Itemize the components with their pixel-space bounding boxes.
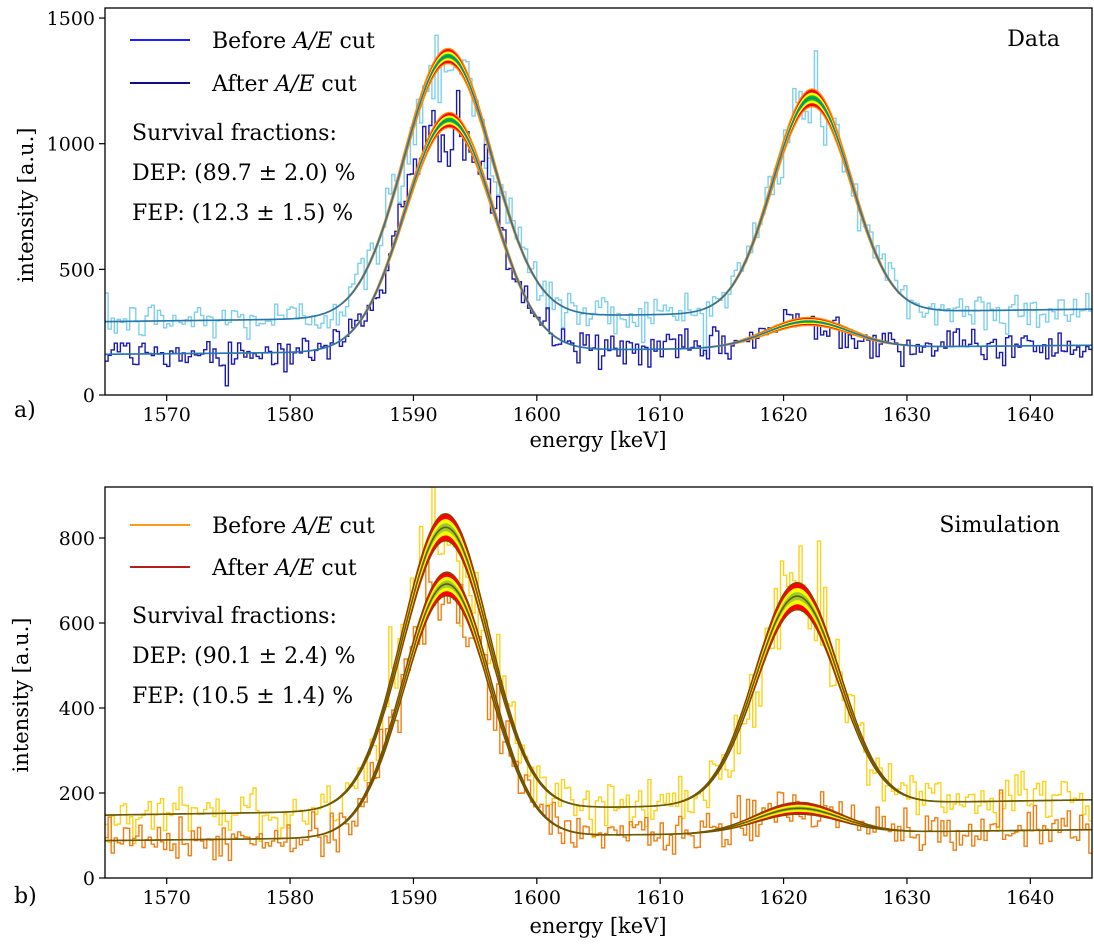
fit-curve-b-after — [105, 583, 1092, 842]
fit-edge-lower-a-before — [105, 62, 1092, 323]
fit-band-inner-a-after — [105, 117, 1092, 355]
annotation-b-fep: FEP: (10.5 ± 1.4) % — [132, 684, 353, 709]
xtick-label: 1640 — [1006, 404, 1054, 426]
ytick-label: 0 — [83, 868, 95, 890]
panel-a-ylabel: intensity [a.u.] — [14, 128, 38, 283]
fit-edge-lower-b-before — [105, 540, 1092, 816]
xtick-label: 1590 — [389, 404, 437, 426]
ytick-label: 200 — [59, 783, 95, 805]
panel-a-xlabel: energy [keV] — [529, 428, 666, 452]
panel-b-letter: b) — [14, 884, 37, 909]
xtick-label: 1610 — [636, 404, 684, 426]
annotation-b-dep: DEP: (90.1 ± 2.4) % — [132, 644, 356, 669]
histogram-a-before — [105, 34, 1092, 355]
panel-b-annotation: Survival fractions: DEP: (90.1 ± 2.4) % … — [132, 604, 356, 709]
panel-b-axes-frame — [104, 486, 1093, 879]
annotation-a-title: Survival fractions: — [132, 121, 337, 146]
histogram-b-after — [105, 561, 1092, 861]
fit-band-outer-a-after — [105, 112, 1092, 355]
annotation-a-fep: FEP: (12.3 ± 1.5) % — [132, 201, 353, 226]
xtick-label: 1620 — [759, 404, 807, 426]
xtick-label: 1610 — [636, 887, 684, 909]
panel-a-legend: Before A/E cut After A/E cut — [130, 29, 375, 97]
legend-b-after-label: After A/E cut — [211, 556, 357, 581]
ytick-label: 1000 — [47, 134, 95, 156]
panel-b-ylabel: intensity [a.u.] — [9, 618, 33, 773]
xtick-label: 1630 — [883, 887, 931, 909]
panel-a-axes-frame — [104, 7, 1093, 396]
ytick-label: 0 — [83, 385, 95, 407]
annotation-b-title: Survival fractions: — [132, 604, 337, 629]
panel-a-annotation: Survival fractions: DEP: (89.7 ± 2.0) % … — [132, 121, 356, 226]
ytick-label: 500 — [59, 259, 95, 281]
xtick-label: 1580 — [266, 404, 314, 426]
ytick-label: 600 — [59, 613, 95, 635]
panel-b-series — [105, 487, 1092, 861]
fit-edge-upper-a-after — [105, 111, 1092, 355]
panel-b-legend: Before A/E cut After A/E cut — [130, 514, 375, 581]
xtick-label: 1620 — [759, 887, 807, 909]
panel-a: 1570 1580 1590 1600 1610 1620 1630 1640 0 500 1000… — [14, 7, 1093, 452]
legend-a-before-label: Before A/E cut — [212, 29, 375, 54]
xtick-label: 1630 — [883, 404, 931, 426]
xtick-label: 1600 — [513, 887, 561, 909]
histogram-b-before — [105, 487, 1092, 845]
panel-b-plot-area: 1570 1580 1590 1600 1610 1620 1630 1640 0 200 400 6… — [59, 486, 1093, 909]
fit-curve-a-after — [105, 119, 1092, 356]
legend-a-after-label: After A/E cut — [211, 72, 357, 97]
panel-a-corner-label: Data — [1007, 27, 1060, 52]
panel-a-series — [105, 34, 1092, 387]
fit-curve-b-before — [105, 526, 1092, 816]
panel-a-plot-area: 1570 1580 1590 1600 1610 1620 1630 1640 0 500 1000… — [47, 7, 1093, 426]
panel-b-xlabel: energy [keV] — [529, 914, 666, 938]
legend-b-before-label: Before A/E cut — [212, 514, 375, 539]
xtick-label: 1640 — [1006, 887, 1054, 909]
fit-band-mid-a-after — [105, 115, 1092, 355]
ytick-label: 400 — [59, 698, 95, 720]
xtick-label: 1580 — [266, 887, 314, 909]
xtick-label: 1590 — [389, 887, 437, 909]
xtick-label: 1570 — [143, 887, 191, 909]
fit-edge-lower-b-after — [105, 595, 1092, 842]
ytick-label: 1500 — [47, 8, 95, 30]
histogram-a-after — [105, 89, 1092, 387]
xtick-label: 1570 — [143, 404, 191, 426]
panel-b: 1570 1580 1590 1600 1610 1620 1630 1640 0 200 400 6… — [9, 486, 1093, 938]
ytick-label: 800 — [59, 528, 95, 550]
panel-a-letter: a) — [14, 398, 36, 423]
xtick-label: 1600 — [513, 404, 561, 426]
panel-b-corner-label: Simulation — [939, 513, 1060, 538]
annotation-a-dep: DEP: (89.7 ± 2.0) % — [132, 161, 356, 186]
fit-curve-a-before — [105, 55, 1092, 323]
